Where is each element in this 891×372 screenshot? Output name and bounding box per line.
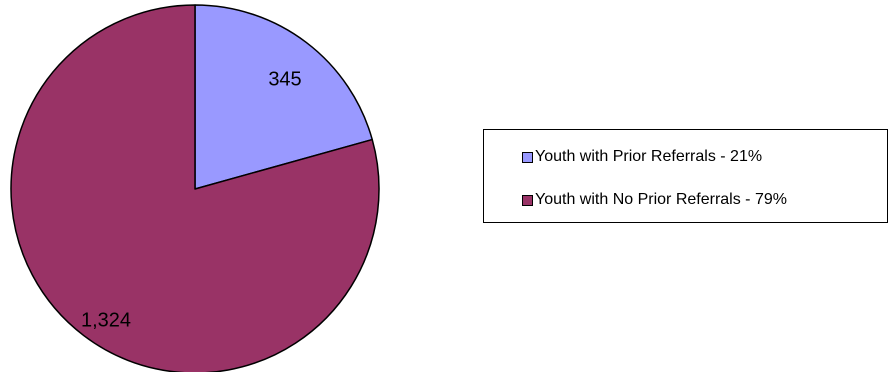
legend-item-no-prior-referrals: Youth with No Prior Referrals - 79% bbox=[522, 190, 787, 210]
slice-label-no-prior-referrals: 1,324 bbox=[81, 309, 131, 331]
legend-swatch-no-prior-referrals bbox=[522, 194, 533, 206]
legend-label-prior-referrals: Youth with Prior Referrals - 21% bbox=[535, 148, 763, 165]
legend-item-prior-referrals: Youth with Prior Referrals - 21% bbox=[522, 147, 762, 167]
pie-slice-prior-referrals bbox=[194, 4, 373, 190]
legend-label-no-prior-referrals: Youth with No Prior Referrals - 79% bbox=[535, 191, 787, 208]
chart-legend: Youth with Prior Referrals - 21% Youth w… bbox=[483, 129, 888, 223]
pie-slice-no-prior-referrals bbox=[10, 4, 380, 372]
slice-label-prior-referrals: 345 bbox=[268, 68, 301, 90]
legend-swatch-prior-referrals bbox=[522, 151, 533, 163]
